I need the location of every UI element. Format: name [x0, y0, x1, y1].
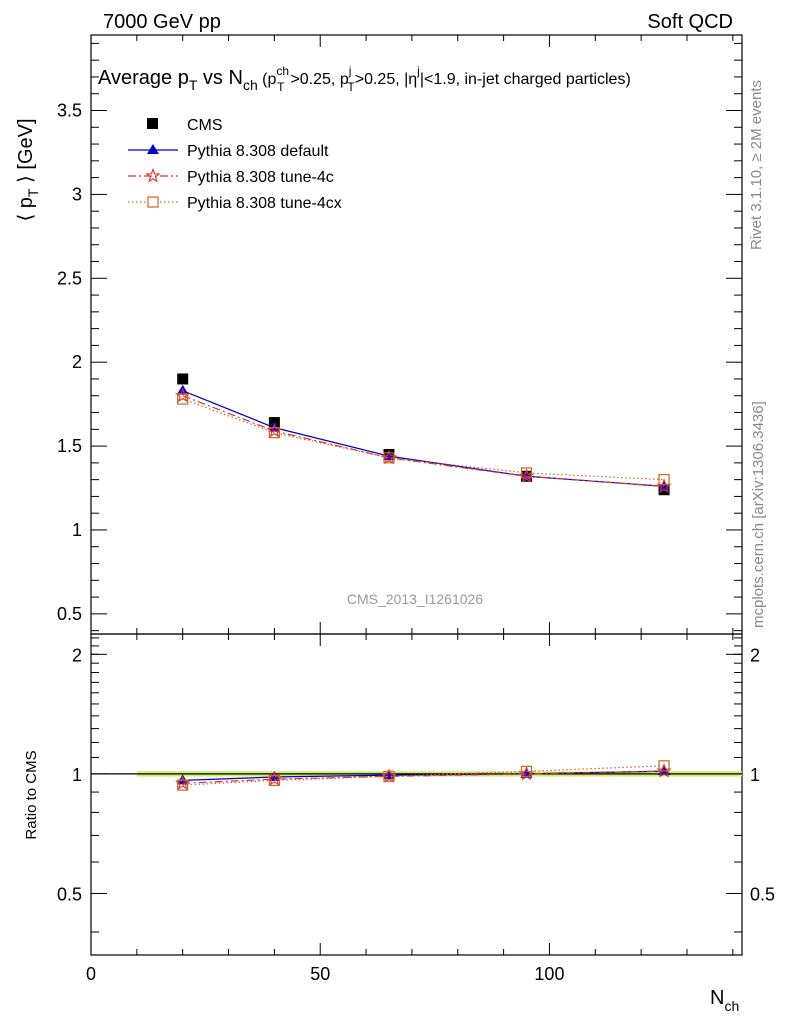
plot-title: Average pT vs Nch (pch T >0.25, pj T>0.25, … — [98, 64, 631, 94]
axes: 0 50 100 0.5 1 1.5 2 2.5 3 3.5 0.5 0.5 1 1 2 2 — [57, 35, 775, 984]
default-marker — [268, 771, 281, 782]
x-tick-label: 50 — [310, 964, 330, 984]
tune-4cx-marker — [658, 474, 670, 486]
tune-4cx-marker — [383, 452, 395, 464]
legend-entry-default: Pythia 8.308 default — [128, 143, 329, 160]
legend-marker-tune-4cx — [147, 196, 159, 208]
legend-label-cms: CMS — [187, 117, 223, 134]
ratio-tick-label: 0.5 — [57, 884, 82, 904]
ratio-tick-label-right: 1 — [750, 765, 760, 785]
x-tick-label: 100 — [534, 964, 564, 984]
legend-entry-tune-4c: Pythia 8.308 tune-4c — [128, 167, 334, 186]
legend-entry-tune-4cx: Pythia 8.308 tune-4cx — [128, 195, 342, 212]
y-tick-label: 1.5 — [57, 436, 82, 456]
tune-4cx-marker — [177, 393, 189, 405]
tune-4cx-marker — [268, 774, 280, 786]
analysis-id: CMS_2013_I1261026 — [347, 591, 483, 607]
tune-4cx-marker — [268, 427, 280, 439]
mcplots-label: mcplots.cern.ch [arXiv:1306.3436] — [750, 401, 767, 628]
tune-4cx-marker — [177, 779, 189, 791]
y-tick-label: 3 — [72, 184, 82, 204]
tune-4cx-marker — [520, 765, 533, 777]
legend-marker-cms — [147, 118, 158, 129]
ratio-tick-label-right: 0.5 — [750, 884, 775, 904]
ratio-tick-label: 2 — [72, 645, 82, 665]
series-line-1 — [182, 390, 665, 487]
series-line-2 — [182, 395, 665, 487]
legend-marker-default — [147, 144, 159, 154]
tune-4cx-marker — [520, 467, 533, 479]
ratio-tick-label: 1 — [72, 765, 82, 785]
header-right: Soft QCD — [647, 11, 733, 33]
ratio-plot-area — [91, 760, 742, 791]
series-line-3 — [182, 398, 665, 481]
tune-4cx-marker — [383, 770, 395, 782]
y-tick-label: 3.5 — [57, 101, 82, 121]
ratio-line-1 — [182, 770, 665, 784]
legend-label-default: Pythia 8.308 default — [187, 143, 329, 160]
plot-area — [175, 373, 672, 496]
ratio-frame — [90, 633, 743, 956]
y-tick-label: 2 — [72, 352, 82, 372]
ratio-y-axis-label: Ratio to CMS — [23, 750, 40, 839]
rivet-label: Rivet 3.1.10, ≥ 2M events — [748, 80, 765, 250]
legend-marker-tune-4c — [145, 167, 161, 183]
ratio-tick-label-right: 2 — [750, 645, 760, 665]
x-axis-label: Nch — [710, 987, 739, 1014]
legend-entry-cms: CMS — [147, 117, 223, 134]
header-left: 7000 GeV pp — [103, 11, 221, 33]
y-tick-label: 2.5 — [57, 268, 82, 288]
tune-4cx-marker — [658, 760, 670, 772]
x-tick-label: 0 — [86, 964, 96, 984]
y-axis-label: ⟨ pT ⟩ [GeV] — [15, 118, 41, 221]
y-tick-label: 1 — [72, 520, 82, 540]
ratio-line-2 — [182, 765, 665, 786]
legend-label-tune-4cx: Pythia 8.308 tune-4cx — [187, 195, 342, 212]
cms-data-point — [177, 373, 189, 385]
default-marker — [176, 774, 189, 785]
legend: CMS Pythia 8.308 default Pythia 8.308 tu… — [128, 117, 342, 212]
y-tick-label: 0.5 — [57, 604, 82, 624]
legend-label-tune-4c: Pythia 8.308 tune-4c — [187, 169, 334, 186]
